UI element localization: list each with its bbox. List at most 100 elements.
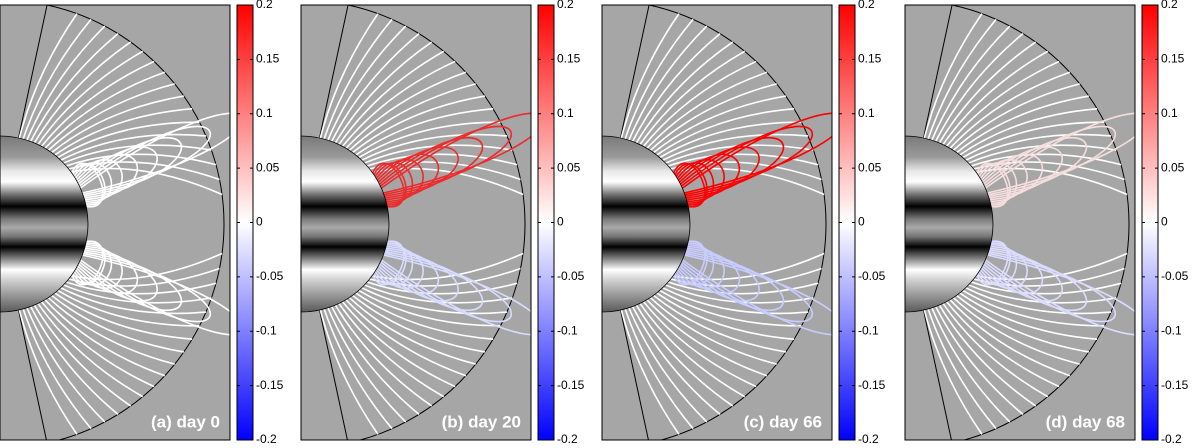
- open-field-line: [60, 133, 207, 161]
- colorbar-tick-label: -0.15: [858, 378, 886, 392]
- closed-field-line: [978, 162, 1018, 204]
- open-field-line: [649, 296, 777, 365]
- closed-field-line: [72, 242, 106, 285]
- closed-field-line: [374, 244, 414, 286]
- closed-field-line: [79, 112, 230, 194]
- open-field-line: [965, 133, 1112, 161]
- open-field-line: [642, 60, 757, 147]
- open-field-line: [345, 71, 467, 149]
- closed-field-line: [975, 240, 1009, 286]
- open-field-line: [624, 308, 694, 430]
- colorbar-tick-label: -0.15: [1161, 378, 1189, 392]
- closed-field-line: [672, 162, 706, 208]
- closed-field-line: [680, 252, 814, 323]
- open-field-line: [319, 309, 379, 435]
- open-field-line: [341, 301, 456, 388]
- closed-field-line: [672, 240, 706, 286]
- colorbar-tick-label: 0.1: [256, 106, 273, 120]
- open-field-line: [959, 108, 1098, 156]
- open-field-line: [642, 301, 757, 388]
- closed-field-line: [675, 244, 715, 286]
- open-field-line: [949, 71, 1071, 149]
- colorbar-tick-label: 0.15: [256, 52, 280, 66]
- open-field-line: [938, 41, 1037, 144]
- open-field-line: [60, 287, 207, 315]
- colorbar-tick-label: 0.15: [557, 52, 581, 66]
- closed-field-line: [70, 240, 104, 286]
- open-field-line: [956, 294, 1089, 353]
- open-field-line: [639, 302, 746, 398]
- closed-field-line: [376, 153, 440, 201]
- open-field-line: [352, 294, 485, 353]
- open-field-line: [667, 153, 819, 167]
- open-field-line: [628, 25, 708, 141]
- colorbar-tick-label: -0.05: [557, 269, 585, 283]
- closed-field-line: [980, 247, 1044, 295]
- open-field-line: [26, 25, 106, 141]
- open-field-line: [355, 292, 494, 340]
- closed-field-line: [72, 163, 106, 206]
- closed-field-line: [371, 162, 405, 208]
- closed-field-line: [375, 245, 424, 290]
- closed-field-line: [78, 125, 212, 196]
- colorbar-tick-label: 0: [858, 215, 865, 229]
- open-field-line: [659, 289, 802, 327]
- open-field-line: [656, 108, 795, 156]
- closed-field-line: [70, 162, 104, 208]
- open-field-line: [923, 13, 983, 139]
- closed-field-line: [76, 146, 158, 199]
- open-field-line: [970, 153, 1122, 167]
- solar-surface: [602, 135, 691, 313]
- open-field-line: [57, 289, 200, 327]
- colorbar-tick-label: -0.2: [557, 432, 578, 446]
- open-field-line: [29, 32, 119, 142]
- closed-field-line: [675, 162, 715, 204]
- open-field-line: [65, 281, 217, 295]
- open-field-line: [338, 50, 445, 146]
- open-field-line: [18, 309, 78, 435]
- closed-field-line: [77, 136, 183, 198]
- colorbar-tick-label: 0.1: [1161, 106, 1178, 120]
- colorbar-tick-label: 0.2: [858, 0, 875, 11]
- open-field-line: [334, 304, 433, 407]
- open-field-line: [361, 287, 508, 315]
- colorbar-tick-label: 0.1: [557, 106, 574, 120]
- closed-field-line: [380, 254, 531, 336]
- open-field-line: [47, 296, 175, 365]
- open-field-line: [635, 304, 734, 407]
- colorbar-tick-label: -0.1: [256, 323, 277, 337]
- open-field-line: [962, 121, 1105, 159]
- closed-field-line: [975, 162, 1009, 208]
- closed-field-line: [983, 125, 1117, 196]
- plot-frame: [300, 4, 532, 441]
- open-field-line: [33, 41, 132, 144]
- closed-field-line: [680, 125, 814, 196]
- closed-field-line: [681, 254, 832, 336]
- open-field-line: [330, 32, 420, 142]
- open-field-line: [44, 71, 166, 149]
- open-field-line: [653, 294, 786, 353]
- open-field-line: [962, 289, 1105, 327]
- open-field-line: [970, 281, 1122, 295]
- open-field-line: [646, 299, 768, 377]
- open-field-line: [942, 50, 1049, 146]
- closed-field-line: [77, 250, 183, 312]
- domain-boundary: [319, 5, 526, 440]
- domain-boundary: [923, 5, 1130, 440]
- open-field-line: [37, 50, 144, 146]
- plot-panel: [905, 5, 1135, 440]
- open-field-line: [942, 302, 1049, 398]
- colorbar-tick-label: -0.05: [256, 269, 284, 283]
- closed-field-line: [979, 245, 1028, 290]
- panel-label: (c) day 66: [744, 412, 822, 431]
- open-field-line: [631, 32, 721, 142]
- colorbar-tick-label: 0.1: [858, 106, 875, 120]
- closed-field-line: [679, 136, 785, 198]
- open-field-line: [624, 18, 694, 140]
- plot-frame: [904, 4, 1136, 441]
- open-field-line: [628, 307, 708, 423]
- open-field-line: [327, 25, 407, 141]
- open-field-line: [319, 13, 379, 139]
- closed-field-line: [74, 245, 123, 290]
